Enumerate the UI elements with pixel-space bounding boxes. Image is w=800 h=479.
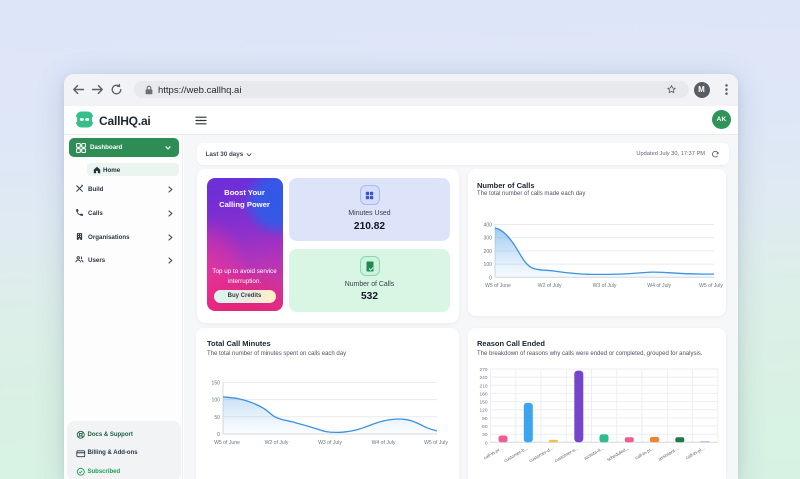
svg-text:50: 50 [214,415,220,421]
svg-text:customer-e...: customer-e... [554,446,580,464]
svg-text:call-in-pr...: call-in-pr... [483,446,504,461]
svg-text:0: 0 [217,432,220,438]
svg-text:0: 0 [485,440,488,446]
svg-text:100: 100 [484,262,493,268]
svg-text:200: 200 [484,248,493,254]
svg-text:W4 of July: W4 of July [372,440,396,446]
svg-text:W2 of July: W2 of July [265,440,289,446]
svg-text:300: 300 [484,235,493,241]
svg-text:W5 of June: W5 of June [485,282,511,288]
svg-text:120: 120 [479,408,487,414]
svg-text:customer-b...: customer-b... [503,446,529,464]
svg-text:60: 60 [482,424,488,430]
svg-text:210: 210 [479,383,487,389]
svg-text:150: 150 [212,381,221,387]
svg-text:W5 of July: W5 of July [424,440,448,446]
svg-text:W4 of July: W4 of July [647,282,671,288]
svg-text:W5 of June: W5 of June [214,440,240,446]
svg-text:400: 400 [484,222,493,228]
svg-text:0: 0 [489,275,492,281]
svg-text:customer-d...: customer-d... [528,446,554,464]
svg-text:call-in-pr...: call-in-pr... [634,446,655,461]
svg-text:180: 180 [479,391,487,397]
svg-text:W2 of July: W2 of July [538,282,562,288]
svg-text:240: 240 [479,375,487,381]
svg-text:assistant-...: assistant-... [657,446,680,462]
svg-text:90: 90 [482,416,488,422]
svg-text:assista-it...: assista-it... [583,446,605,461]
svg-text:call-in-pl...: call-in-pl... [685,446,706,461]
svg-text:W5 of July: W5 of July [699,282,723,288]
svg-text:270: 270 [479,367,487,373]
svg-text:150: 150 [479,400,487,406]
svg-text:W3 of July: W3 of July [593,282,617,288]
svg-text:scheduled...: scheduled... [606,446,630,463]
svg-text:W3 of July: W3 of July [318,440,342,446]
svg-text:30: 30 [482,432,488,438]
svg-text:100: 100 [212,398,221,404]
